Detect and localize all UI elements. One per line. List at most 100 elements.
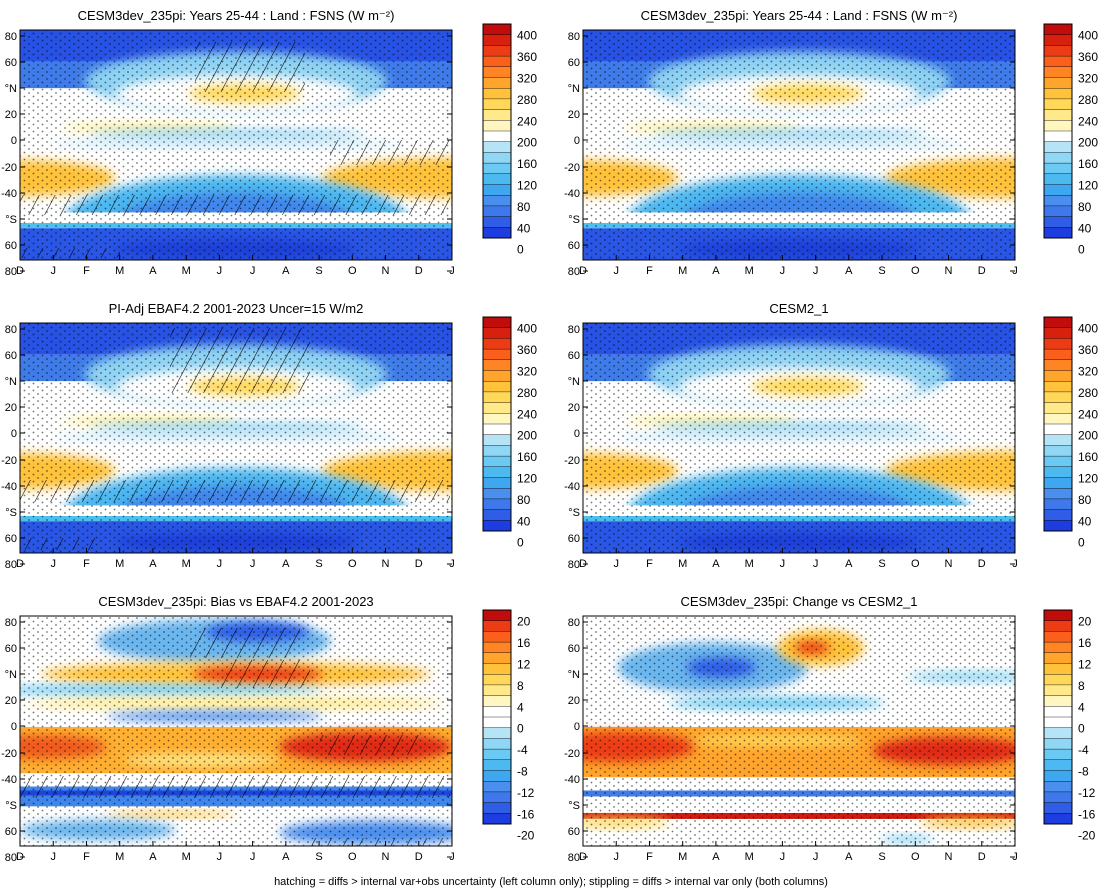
colorbar-swatch (482, 45, 512, 57)
colorbar-swatch (1043, 609, 1073, 622)
panel-frame (582, 615, 1016, 847)
x-tick-label: M (182, 851, 191, 863)
y-tick-label: 60 (568, 240, 580, 252)
colorbar-label: 200 (1078, 136, 1098, 150)
colorbar-swatch (1043, 370, 1073, 382)
colorbar-swatch (482, 141, 512, 153)
y-tick-label: °N (5, 669, 17, 681)
colorbar-label: 4 (1078, 700, 1085, 714)
colorbar-swatch (482, 674, 512, 686)
hatch-region (330, 140, 450, 165)
figure-footnote: hatching = diffs > internal var+obs unce… (274, 876, 828, 888)
y-tick-label: 0 (574, 721, 580, 733)
colorbar-swatch (1043, 413, 1073, 425)
colorbar-label: 0 (517, 722, 524, 736)
x-tick-label: S (878, 851, 885, 863)
x-tick-label: J (250, 265, 256, 277)
x-tick-label: J (813, 558, 819, 570)
colorbar-label: 200 (517, 429, 537, 443)
panel-6: CESM3dev_235pi: Change vs CESM2_18060°N2… (564, 594, 1096, 864)
x-tick-label: D (978, 558, 986, 570)
colorbar-swatch (1043, 227, 1073, 239)
colorbar-swatch (1043, 45, 1073, 57)
x-tick-label: O (348, 851, 357, 863)
colorbar-label: 20 (517, 615, 531, 629)
x-tick-label: N (945, 851, 953, 863)
x-tick-label: J (1012, 265, 1018, 277)
y-tick-label: -40 (564, 481, 580, 493)
colorbar-label: -20 (1078, 829, 1096, 843)
panel-4-field (583, 323, 1015, 553)
colorbar-label: 320 (1078, 72, 1098, 86)
x-tick-label: M (115, 265, 124, 277)
colorbar-swatch (482, 791, 512, 804)
y-tick-label: 80 (5, 266, 17, 278)
y-tick-label: 60 (5, 57, 17, 69)
y-tick-label: 80 (568, 266, 580, 278)
y-tick-label: -20 (1, 162, 17, 174)
colorbar-swatch (482, 23, 512, 36)
x-tick-label: M (115, 851, 124, 863)
colorbar-swatch (482, 748, 512, 761)
panel-title: CESM3dev_235pi: Bias vs EBAF4.2 2001-202… (98, 594, 373, 609)
colorbar-swatch (482, 738, 512, 750)
x-tick-label: N (382, 851, 390, 863)
y-tick-label: 0 (11, 135, 17, 147)
colorbar-swatch (1043, 205, 1073, 218)
colorbar-swatch (1043, 791, 1073, 804)
panel-frame (582, 29, 1016, 261)
x-tick-label: M (745, 851, 754, 863)
colorbar-label: -12 (1078, 786, 1096, 800)
hatch-region (300, 838, 450, 846)
colorbar-swatch (1043, 87, 1073, 100)
y-tick-label: 80 (5, 31, 17, 43)
colorbar-swatch (482, 520, 512, 532)
colorbar-swatch (482, 620, 512, 632)
hatch-region (220, 660, 310, 688)
y-tick-label: -20 (564, 162, 580, 174)
colorbar-swatch (1043, 759, 1073, 771)
colorbar-swatch (482, 87, 512, 100)
x-tick-label: N (382, 558, 390, 570)
colorbar-swatch (1043, 498, 1073, 511)
stipple-overlay (583, 30, 1015, 260)
colorbar-label: 280 (517, 93, 537, 107)
y-tick-label: °N (5, 83, 17, 95)
x-tick-label: S (315, 265, 322, 277)
colorbar-label: -8 (517, 765, 528, 779)
colorbar-label: 80 (1078, 200, 1092, 214)
x-tick-label: D (579, 558, 587, 570)
colorbar-label: 400 (1078, 29, 1098, 43)
x-tick-label: F (83, 558, 90, 570)
y-tick-label: -20 (564, 455, 580, 467)
hatch-region (190, 628, 300, 658)
colorbar-swatch (482, 98, 512, 111)
y-tick-label: 80 (5, 324, 17, 336)
colorbar-label: 40 (517, 221, 531, 235)
colorbar-swatch (482, 205, 512, 218)
colorbar-swatch (1043, 141, 1073, 153)
colorbar-swatch (482, 802, 512, 814)
colorbar-swatch (482, 34, 512, 46)
stipple-overlay (583, 323, 1015, 553)
x-tick-label: J (217, 265, 223, 277)
colorbar-swatch (1043, 66, 1073, 79)
colorbar-swatch (1043, 359, 1073, 371)
colorbar-swatch (1043, 802, 1073, 814)
colorbar-swatch (482, 509, 512, 521)
colorbar-swatch (1043, 813, 1073, 825)
x-tick-label: J (1012, 558, 1018, 570)
colorbar-label: 320 (517, 365, 537, 379)
panel-title: CESM2_1 (769, 301, 828, 316)
colorbar-swatch (482, 813, 512, 825)
x-tick-label: O (348, 265, 357, 277)
x-tick-label: J (613, 265, 619, 277)
x-tick-label: A (712, 265, 720, 277)
colorbar-label: 320 (1078, 365, 1098, 379)
x-tick-label: J (780, 851, 786, 863)
y-tick-label: 60 (5, 643, 17, 655)
colorbar-swatch (1043, 34, 1073, 46)
y-tick-label: -40 (564, 188, 580, 200)
